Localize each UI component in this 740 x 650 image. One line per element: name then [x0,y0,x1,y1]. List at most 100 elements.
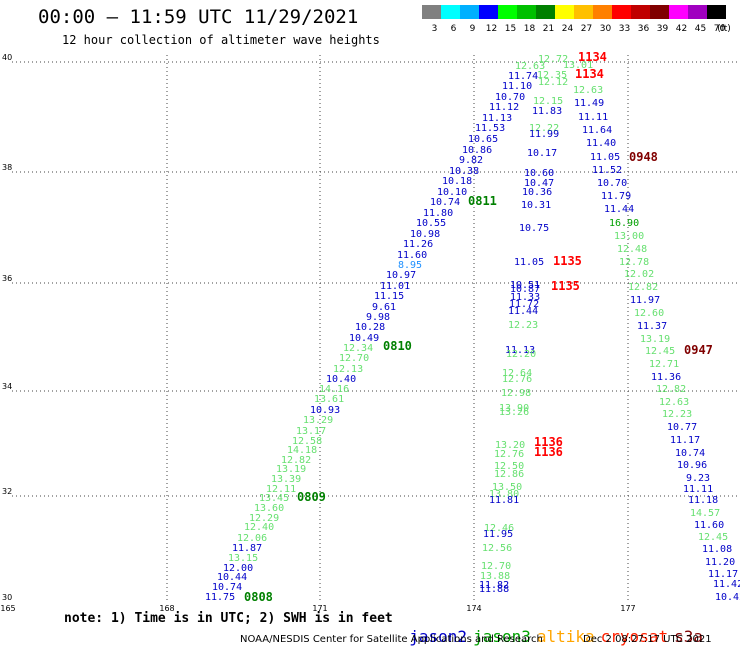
wave-height-label: 10.17 [527,148,557,159]
lon-label: 168 [159,604,174,613]
wave-height-label: 11.13 [505,345,535,356]
color-swatch [688,5,707,19]
wave-height-label: 11.99 [529,129,559,140]
color-tick-label: 45 [695,24,706,34]
wave-height-label: 12.02 [624,269,654,280]
pass-time-label: 1136 [534,445,563,459]
wave-height-label: 10.93 [310,405,340,416]
color-tick-label: 27 [581,24,592,34]
color-swatch [631,5,650,19]
wave-height-label: 11.87 [232,543,262,554]
legend-cryosat: cryosat [600,627,669,646]
wave-height-label: 11.80 [423,208,453,219]
wave-height-label: 12.63 [573,85,603,96]
color-tick-label: 15 [505,24,516,34]
lon-label: 177 [620,604,635,613]
wave-height-label: 12.64 [502,368,532,379]
wave-height-label: 10.49 [349,333,379,344]
wave-height-label: 10.74 [430,197,460,208]
footer-timestamp: Dec 2 08:27:17 UTC 2021 [583,634,712,645]
wave-height-label: 13.29 [303,415,333,426]
lon-label: 165 [0,604,15,613]
wave-height-label: 11.82 [479,580,509,591]
wave-height-label: 10.60 [524,168,554,179]
wave-height-label: 16.90 [609,218,639,229]
wave-height-label: 13.15 [228,553,258,564]
wave-height-label: 13.19 [640,334,670,345]
color-tick-label: 70 [714,24,726,34]
wave-height-label: 9.23 [686,473,710,484]
wave-height-label: 10.74 [675,448,705,459]
wave-height-label: 12.46 [484,523,514,534]
color-swatch [536,5,555,19]
wave-height-label: 11.13 [482,113,512,124]
wave-height-label: 11.05 [590,152,620,163]
wave-height-label: 12.11 [266,484,296,495]
wave-height-label: 10.42 [715,592,740,603]
axis-labels: 165 168 171 174 177 40 38 36 34 32 30 [0,53,635,613]
color-unit-label: (ft) [717,24,731,34]
wave-height-label: 11.83 [532,106,562,117]
map-subtitle: 12 hour collection of altimeter wave hei… [62,33,380,47]
wave-height-label: 10.70 [495,92,525,103]
wave-height-label: 11.11 [578,112,608,123]
pass-time-label: 1136 [534,435,563,449]
wave-height-label: 11.12 [489,102,519,113]
color-swatch [479,5,498,19]
color-swatch [650,5,669,19]
satellite-legend: jason2 jason3 altika cryosat s3a [390,608,709,646]
pass-time-labels: 1134 1134 0948 0811 1135 1135 0810 0947 11361136… [244,50,713,604]
color-tick-label: 24 [562,24,574,34]
wave-height-label: 9.82 [459,155,483,166]
lat-label: 32 [2,487,12,496]
color-tick-label: 18 [524,24,536,34]
wave-height-label: 10.40 [326,374,356,385]
color-tick-label: 42 [676,24,687,34]
wave-height-label: 12.82 [281,455,311,466]
wave-height-label: 8.95 [398,260,422,271]
lat-label: 34 [2,382,12,391]
wave-height-label: 10.74 [212,582,242,593]
wave-height-label: 11.18 [688,495,718,506]
wave-height-label: 11.75 [205,592,235,603]
color-swatch [669,5,688,19]
wave-height-label: 12.45 [698,532,728,543]
wave-height-label: 11.37 [637,321,667,332]
wave-height-label: 10.51 [510,280,540,291]
wave-height-label: 11.08 [702,544,732,555]
wave-height-label: 11.01 [380,281,410,292]
color-tick-label: 9 [470,24,476,34]
wave-height-label: 10.18 [442,176,472,187]
wave-height-label: 9.61 [372,302,396,313]
wave-height-label: 11.44 [508,306,538,317]
wave-height-label: 12.70 [481,561,511,572]
wave-height-label: 11.97 [630,295,660,306]
wave-height-label: 12.45 [645,346,675,357]
wave-height-label: 12.60 [634,308,664,319]
lon-label: 174 [466,604,481,613]
pass-time-label: 0947 [684,343,713,357]
color-swatch [517,5,536,19]
wave-height-label: 12.13 [333,364,363,375]
wave-height-label: 11.74 [508,71,538,82]
color-swatch [441,5,460,19]
wave-height-label: 13.50 [492,482,522,493]
color-swatch [707,5,726,19]
wave-height-label: 13.01 [563,60,593,71]
wave-height-label: 12.50 [494,461,524,472]
pass-time-label: 0808 [244,590,273,604]
wave-height-label: 11.95 [483,529,513,540]
wave-height-label: 14.18 [287,445,317,456]
wave-height-label: 12.48 [617,244,647,255]
wave-height-label: 13.26 [499,407,529,418]
wave-height-label: 14.57 [690,508,720,519]
wave-height-label: 13.17 [296,426,326,437]
wave-height-label: 10.44 [217,572,247,583]
wave-height-label: 12.29 [249,513,279,524]
lat-label: 40 [2,53,12,62]
pass-time-label: 1134 [575,67,604,81]
wave-height-label: 12.70 [339,353,369,364]
wave-height-label: 12.82 [656,384,686,395]
wave-height-label: 12.56 [482,543,512,554]
wave-height-label: 12.58 [292,436,322,447]
